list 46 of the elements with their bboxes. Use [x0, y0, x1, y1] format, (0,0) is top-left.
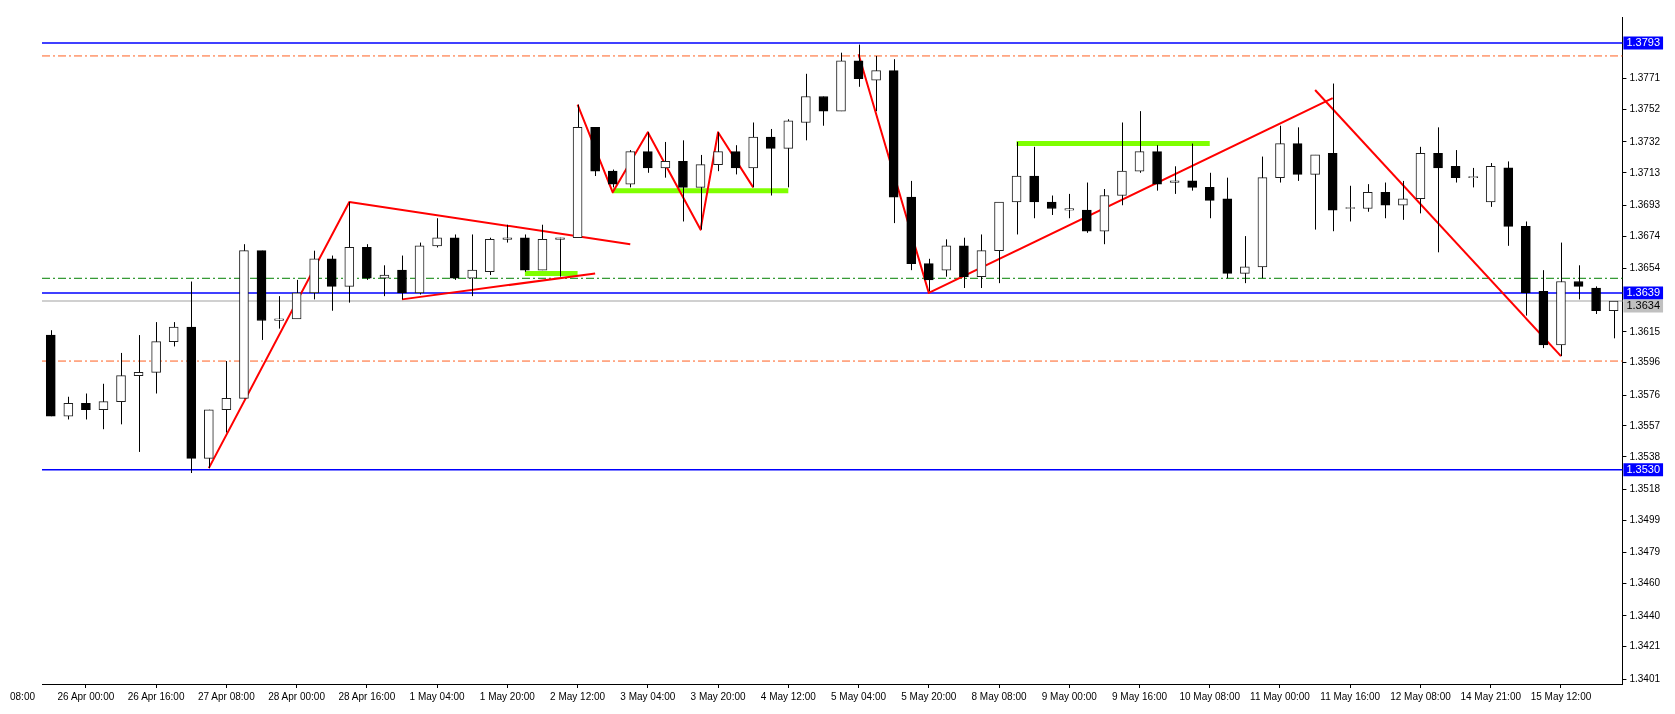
x-tick-label: 15 May 12:00	[1530, 690, 1592, 702]
x-tick-label: 9 May 00:00	[1041, 690, 1098, 702]
x-tick-label: 11 May 16:00	[1320, 690, 1381, 702]
y-tick-label: 1.3654	[1629, 262, 1661, 274]
x-tick-label: 3 May 04:00	[620, 690, 676, 702]
y-tick-label: 1.3576	[1629, 388, 1661, 400]
ref-line-label: 1.3634	[1626, 298, 1661, 311]
x-tick-label: 5 May 04:00	[831, 690, 887, 702]
y-tick-label: 1.3596	[1629, 356, 1661, 368]
ref-line-label: 1.3530	[1626, 462, 1661, 475]
y-tick-label: 1.3615	[1629, 325, 1661, 337]
y-tick-label: 1.3771	[1629, 72, 1661, 84]
text: 08:00	[10, 690, 36, 702]
x-tick-label: 27 Apr 08:00	[198, 690, 256, 702]
y-tick-label: 1.3518	[1629, 483, 1661, 495]
ref-line-label: 1.3793	[1626, 36, 1661, 48]
x-tick-label: 28 Apr 00:00	[268, 690, 326, 702]
y-tick-label: 1.3732	[1629, 135, 1661, 147]
y-tick-label: 1.3538	[1629, 450, 1661, 462]
x-tick-label: 26 Apr 00:00	[57, 690, 115, 702]
x-tick-label: 10 May 08:00	[1179, 690, 1241, 702]
y-tick-label: 1.3460	[1629, 577, 1661, 589]
y-tick-label: 1.3713	[1629, 166, 1661, 178]
x-tick-label: 11 May 00:00	[1250, 690, 1311, 702]
x-tick-label: 5 May 20:00	[901, 690, 957, 702]
y-tick-label: 1.3752	[1629, 103, 1661, 115]
x-tick-label: 26 Apr 16:00	[127, 690, 185, 702]
x-tick-label: 4 May 12:00	[760, 690, 817, 702]
x-tick-label: 2 May 12:00	[550, 690, 606, 702]
x-tick-label: 28 Apr 16:00	[338, 690, 396, 702]
ref-line-label: 1.3639	[1626, 285, 1661, 298]
y-tick-label: 1.3499	[1629, 513, 1661, 525]
y-tick-label: 1.3421	[1629, 640, 1661, 652]
y-tick-label: 1.3401	[1629, 672, 1661, 684]
y-tick-label: 1.3693	[1629, 199, 1661, 210]
x-tick-label: 14 May 21:00	[1460, 690, 1522, 702]
x-tick-label: 12 May 08:00	[1390, 690, 1452, 702]
x-tick-label: 1 May 20:00	[479, 690, 536, 702]
y-tick-label: 1.3440	[1629, 609, 1661, 621]
y-tick-label: 1.3479	[1629, 546, 1661, 558]
x-tick-label: 3 May 20:00	[690, 690, 747, 702]
x-tick-label: 8 May 08:00	[971, 690, 1027, 702]
x-tick-label: 9 May 16:00	[1111, 690, 1168, 702]
y-tick-label: 1.3557	[1629, 419, 1661, 431]
x-tick-label: 1 May 04:00	[409, 690, 466, 702]
y-tick-label: 1.3674	[1629, 229, 1661, 241]
